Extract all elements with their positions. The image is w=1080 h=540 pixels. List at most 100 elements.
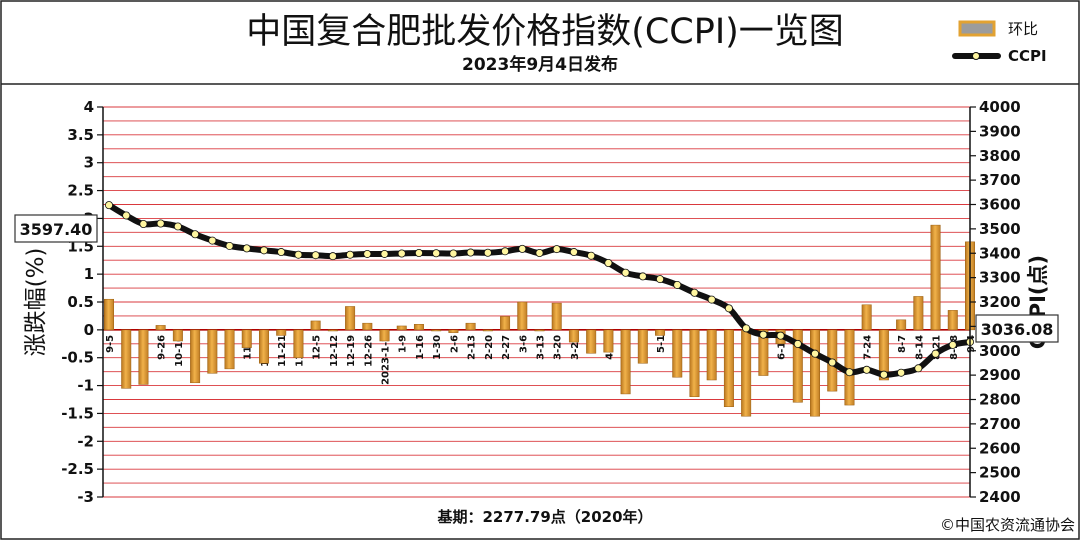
x-tick-label: 10-10 — [174, 335, 185, 367]
left-tick-label: -2 — [77, 432, 94, 450]
left-tick-label: 2.5 — [67, 182, 94, 200]
legend-line-label: CCPI — [1008, 47, 1047, 65]
bar — [121, 329, 132, 389]
right-tick-label: 3500 — [979, 220, 1021, 238]
bar — [500, 316, 511, 331]
ccpi-point — [449, 249, 458, 258]
bar — [878, 329, 889, 381]
bar — [362, 322, 373, 331]
ccpi-point — [466, 248, 475, 257]
left-tick-label: -0.5 — [61, 349, 94, 367]
x-tick-label: 3-6 — [518, 335, 529, 353]
bar — [190, 329, 201, 384]
ccpi-point — [414, 249, 423, 258]
bar — [327, 329, 338, 332]
last-value-callout: 3036.08 — [975, 314, 1059, 343]
bar — [431, 329, 442, 332]
ccpi-point — [311, 251, 320, 260]
ccpi-point — [673, 280, 682, 289]
ccpi-point — [242, 244, 251, 253]
ccpi-point — [914, 364, 923, 373]
x-tick-label: 1-30 — [432, 335, 443, 360]
bar — [603, 329, 614, 353]
ccpi-point — [656, 275, 665, 284]
chart-title: 中国复合肥批发价格指数(CCPI)一览图 — [246, 12, 844, 52]
right-tick-label: 3400 — [979, 244, 1021, 262]
ccpi-point — [225, 241, 234, 250]
first-value-box — [14, 214, 98, 243]
bar-series — [104, 224, 975, 417]
ccpi-point — [294, 250, 303, 259]
ccpi-point — [569, 248, 578, 257]
left-tick-label: 3 — [84, 154, 94, 172]
bar — [568, 329, 579, 343]
ccpi-point — [191, 230, 200, 239]
bar — [861, 304, 872, 331]
ccpi-point — [828, 358, 837, 367]
x-tick-label: 3-20 — [553, 335, 564, 360]
last-value-box — [975, 314, 1059, 343]
x-tick-label: 2-20 — [484, 335, 495, 360]
ccpi-point — [897, 368, 906, 377]
bar — [138, 329, 149, 385]
x-tick-label: 9-26 — [157, 335, 168, 360]
left-axis-title: 涨跌幅(%) — [23, 248, 49, 357]
right-tick-label: 3700 — [979, 171, 1021, 189]
right-tick-label: 3900 — [979, 122, 1021, 140]
x-tick-label: 3-13 — [536, 335, 547, 360]
right-tick-label: 2700 — [979, 415, 1021, 433]
ccpi-point — [776, 331, 785, 340]
bar — [258, 329, 269, 364]
bar — [706, 329, 717, 381]
left-tick-label: -2.5 — [61, 460, 94, 478]
ccpi-point — [621, 268, 630, 277]
left-tick-label: -1 — [77, 377, 94, 395]
first-value-label: 3597.40 — [20, 220, 93, 239]
right-tick-label: 2900 — [979, 366, 1021, 384]
ccpi-point — [432, 249, 441, 258]
bar — [947, 310, 958, 331]
ccpi-point — [638, 272, 647, 281]
right-tick-label: 3200 — [979, 293, 1021, 311]
bar — [758, 329, 769, 376]
left-tick-label: 3.5 — [67, 126, 94, 144]
ccpi-point — [173, 222, 182, 231]
x-tick-label: 12-12 — [329, 335, 340, 367]
bar — [276, 329, 287, 336]
right-tick-label: 2400 — [979, 488, 1021, 506]
bar — [241, 329, 252, 348]
bar — [172, 329, 183, 342]
bar — [741, 329, 752, 417]
right-tick-label: 3600 — [979, 196, 1021, 214]
bar — [551, 302, 562, 331]
ccpi-point — [518, 244, 527, 253]
ccpi-point — [811, 349, 820, 358]
bar — [844, 329, 855, 406]
ccpi-point — [587, 251, 596, 260]
bar — [413, 324, 424, 331]
bar — [930, 224, 941, 331]
ccpi-point — [139, 219, 148, 228]
x-tick-label: 12-19 — [346, 335, 357, 367]
bar — [104, 298, 114, 331]
right-tick-label: 3800 — [979, 147, 1021, 165]
x-tick-label: 2-27 — [501, 335, 512, 360]
ccpi-point — [346, 250, 355, 259]
bar — [155, 325, 166, 331]
bar — [482, 329, 493, 332]
bar — [586, 329, 597, 354]
ccpi-point — [501, 247, 510, 256]
bar — [534, 329, 545, 332]
x-tick-label: 12-26 — [363, 335, 374, 367]
ccpi-point — [793, 339, 802, 348]
bar — [655, 329, 666, 336]
ccpi-point — [277, 248, 286, 257]
bar — [379, 329, 390, 342]
legend: 环比 CCPI — [952, 20, 1047, 65]
bar — [207, 329, 218, 374]
bar — [672, 329, 683, 378]
ccpi-point — [879, 370, 888, 379]
x-tick-label: 9-5 — [105, 335, 116, 353]
x-tick-label: 2-13 — [467, 335, 478, 360]
